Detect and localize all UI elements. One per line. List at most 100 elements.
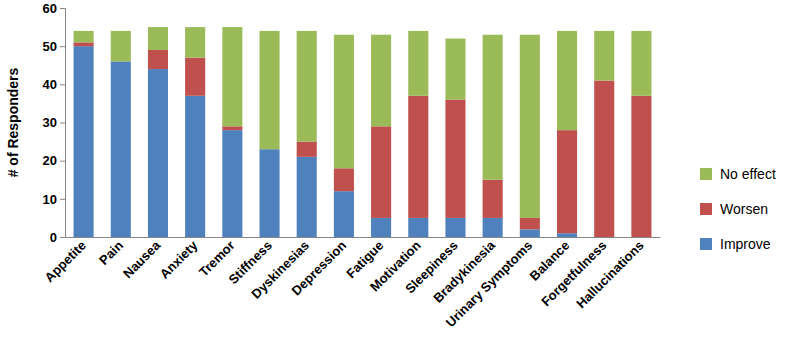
tick-mark [60, 84, 65, 85]
legend-swatch [700, 203, 712, 215]
bar [445, 39, 465, 100]
tick-label: Urinary Symptoms [443, 238, 535, 330]
tick: 40 [43, 77, 65, 92]
x-axis: AppetitePainNauseaAnxietyTremorStiffness… [42, 237, 661, 330]
bar [371, 35, 391, 127]
legend-label: Worsen [720, 201, 768, 217]
tick: 30 [43, 115, 65, 130]
bar [520, 35, 540, 218]
tick-label: Appetite [42, 238, 89, 285]
tick-label: 10 [43, 191, 57, 206]
tick: Urinary Symptoms [443, 237, 535, 330]
tick-label: 20 [43, 153, 57, 168]
bar [483, 35, 503, 180]
tick-label: 30 [43, 115, 57, 130]
bar [74, 42, 94, 46]
bar [74, 31, 94, 42]
bar [111, 61, 131, 237]
legend-label: No effect [720, 166, 776, 182]
tick: Anxiety [157, 237, 201, 282]
tick-mark [60, 8, 65, 9]
tick-label: 0 [50, 230, 57, 245]
bar [371, 126, 391, 218]
tick-label: Bradykinesia [430, 237, 498, 305]
legend-swatch [700, 168, 712, 180]
bar [148, 69, 168, 237]
bar [334, 35, 354, 169]
bar [371, 218, 391, 237]
tick: Nausea [120, 237, 164, 281]
tick-label: Anxiety [157, 237, 201, 281]
tick: 60 [43, 1, 65, 16]
bar [259, 31, 279, 149]
bar [445, 218, 465, 237]
bar [594, 31, 614, 81]
tick-label: 50 [43, 39, 57, 54]
legend: No effect Worsen Improve [700, 166, 776, 252]
bar [259, 149, 279, 237]
x-axis-line [66, 237, 661, 238]
bar [520, 218, 540, 229]
tick: Pain [96, 237, 126, 268]
legend-item: Worsen [700, 201, 768, 217]
bar [334, 168, 354, 191]
bar [594, 81, 614, 237]
tick-label: 40 [43, 77, 57, 92]
tick-mark [60, 199, 65, 200]
bar [297, 142, 317, 157]
tick: Depression [289, 237, 350, 298]
bar [74, 46, 94, 237]
bar [111, 31, 131, 62]
tick: Appetite [42, 237, 89, 285]
bar [631, 31, 651, 96]
bar [334, 191, 354, 237]
tick-mark [60, 123, 65, 124]
bar [222, 27, 242, 126]
y-axis: 0 10 20 30 40 50 60 [43, 1, 66, 245]
legend-swatch [700, 238, 712, 250]
plot: 0 10 20 30 40 50 60 AppetitePainNauseaAnxietyTr… [42, 1, 661, 330]
legend-item: No effect [700, 166, 776, 182]
tick: Bradykinesia [430, 237, 498, 306]
bar [297, 31, 317, 142]
tick-mark [60, 161, 65, 162]
y-axis-title: # of Responders [5, 67, 21, 177]
bar [408, 31, 428, 96]
tick-label: Nausea [120, 237, 164, 281]
bar [185, 58, 205, 96]
tick: 10 [43, 191, 65, 206]
legend-item: Improve [700, 236, 771, 252]
series [74, 27, 652, 218]
bar [520, 229, 540, 237]
tick-mark [60, 237, 65, 238]
tick: 0 [50, 230, 65, 245]
legend-label: Improve [720, 236, 771, 252]
bar [408, 96, 428, 218]
tick: Forgetfulness [538, 237, 609, 309]
bar [222, 126, 242, 130]
bar [222, 130, 242, 237]
tick: 50 [43, 39, 65, 54]
tick-label: Pain [96, 238, 126, 268]
tick: 20 [43, 153, 65, 168]
bar [557, 31, 577, 130]
bar [185, 96, 205, 237]
chart: 0 10 20 30 40 50 60 AppetitePainNauseaAnxietyTr… [0, 0, 800, 358]
tick-label: Forgetfulness [538, 238, 609, 309]
tick-label: 60 [43, 1, 57, 16]
tick-mark [60, 46, 65, 47]
bar [631, 96, 651, 237]
bar [483, 180, 503, 218]
bar [557, 130, 577, 233]
bar [148, 27, 168, 50]
bar [483, 218, 503, 237]
tick-label: Depression [289, 238, 350, 299]
bar [408, 218, 428, 237]
bar [297, 157, 317, 237]
bars [74, 27, 652, 237]
tick: Hallucinations [573, 237, 646, 311]
tick-label: Hallucinations [573, 238, 646, 311]
bar [148, 50, 168, 69]
bar [185, 27, 205, 58]
bar [557, 233, 577, 237]
